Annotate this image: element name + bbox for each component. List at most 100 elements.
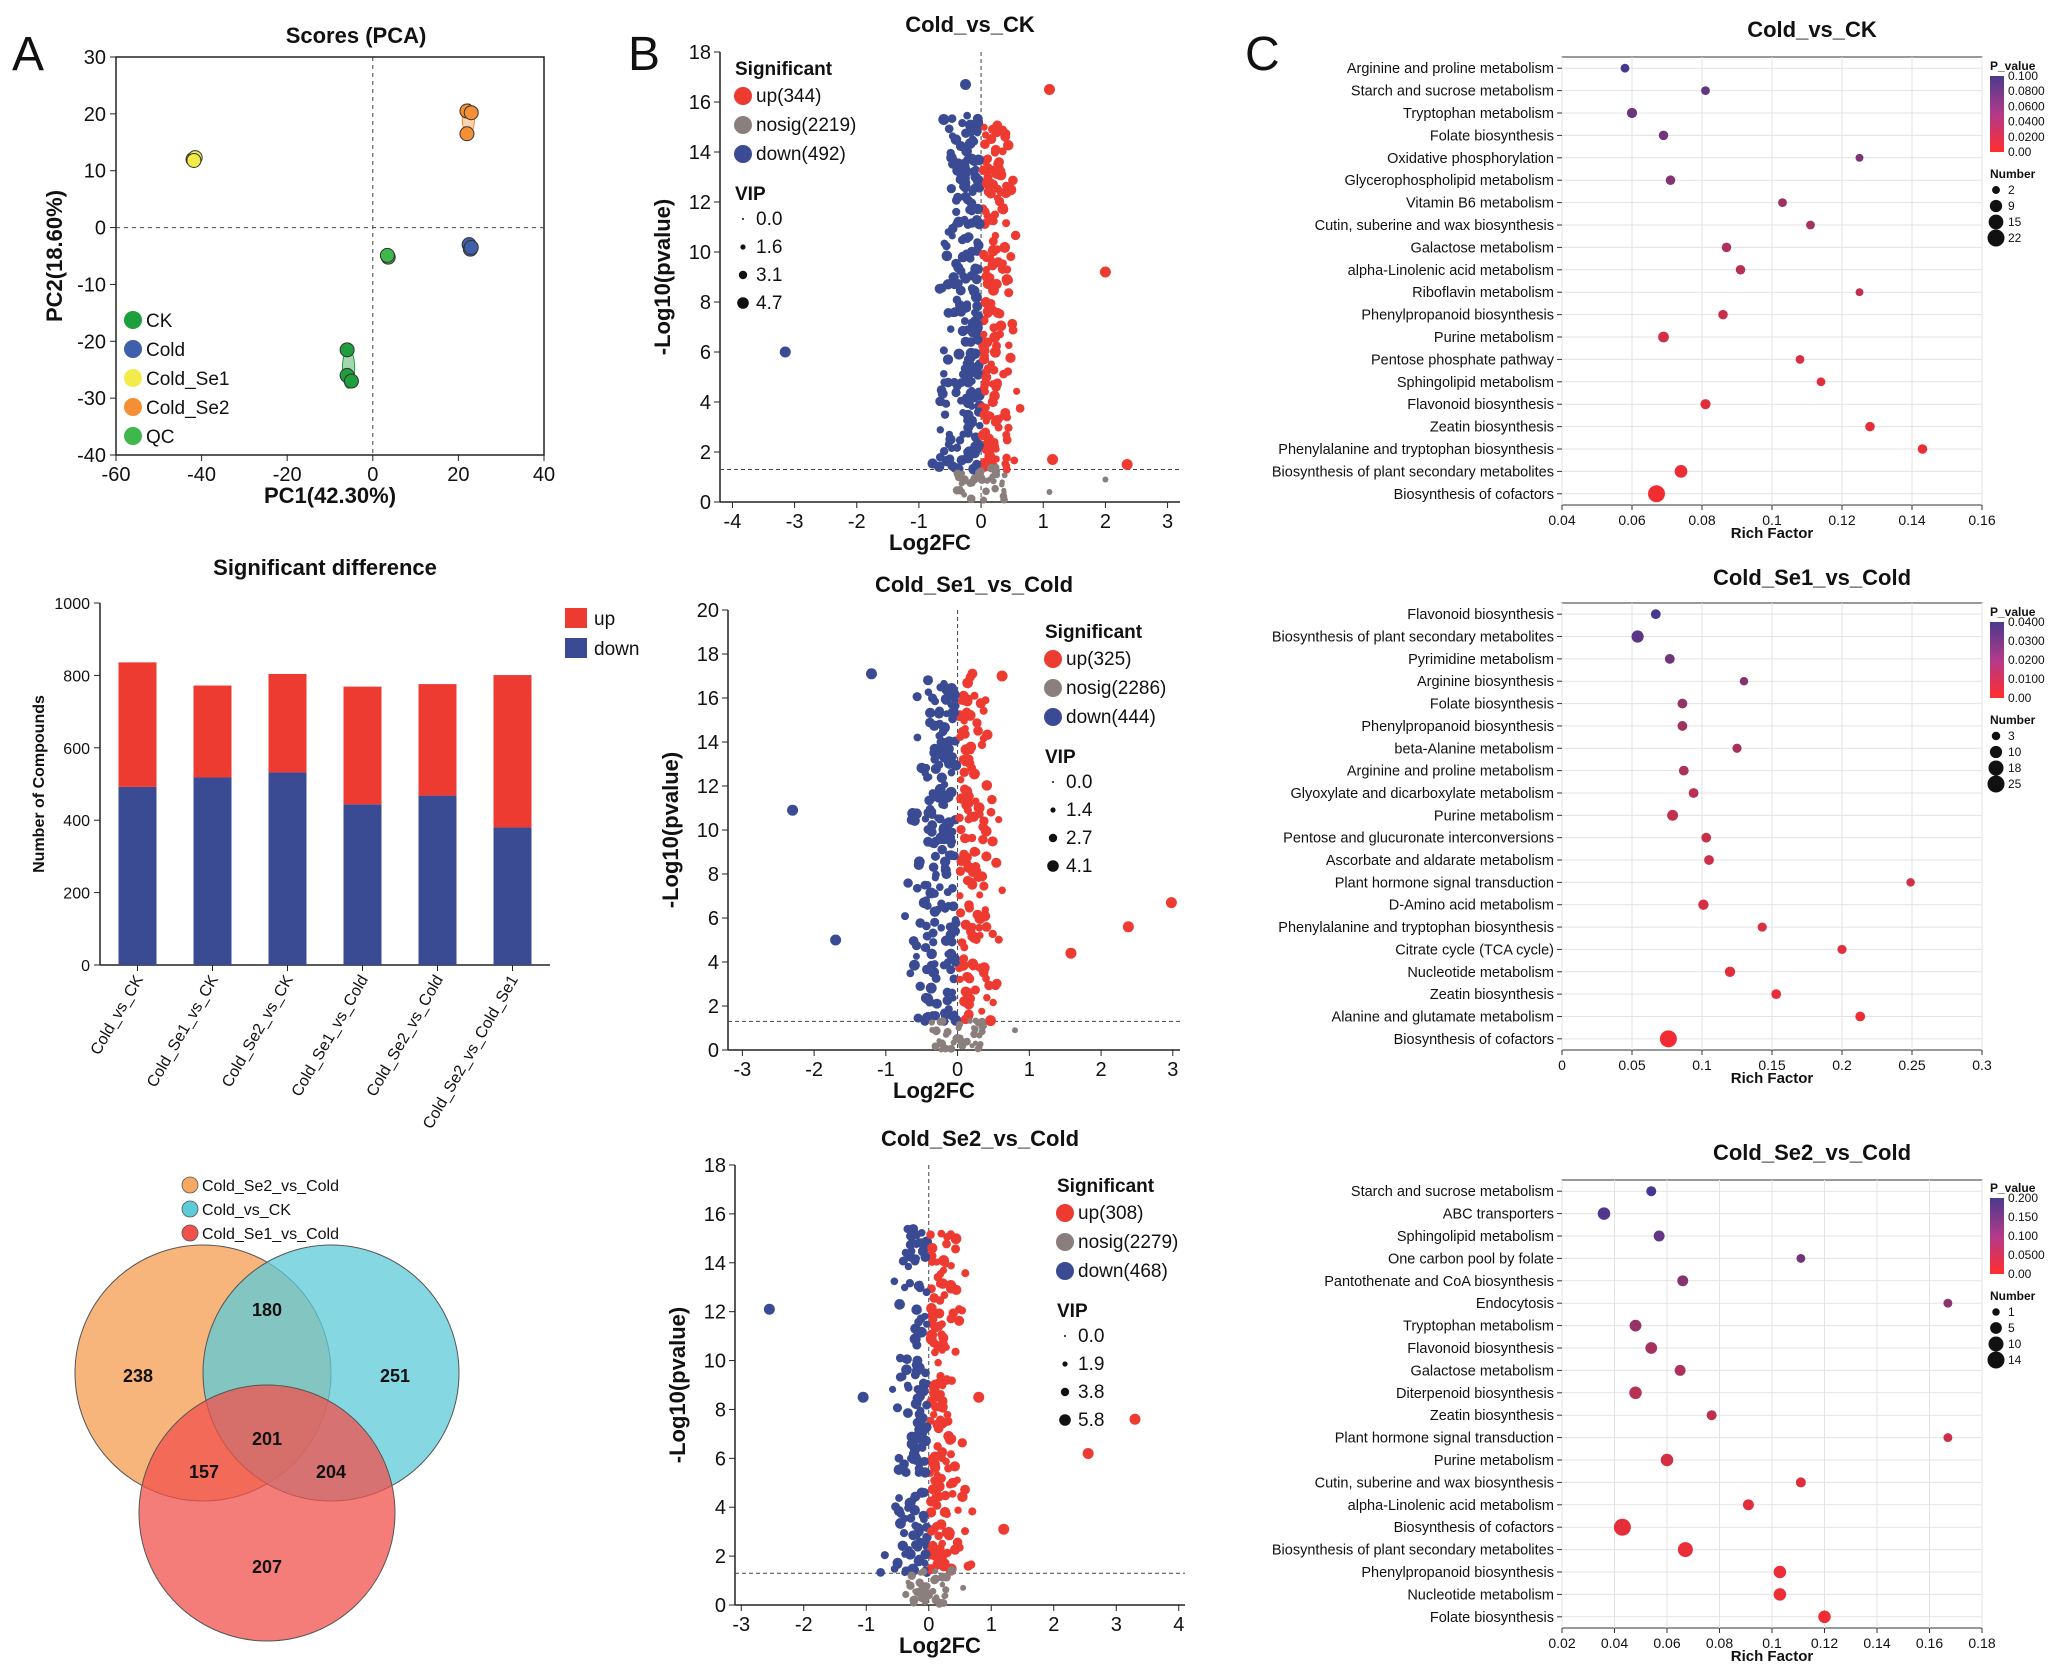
enrich-pathway-label: Biosynthesis of plant secondary metaboli… [1272,630,1554,646]
volcano-point-up [1010,456,1019,465]
volcano-point-down [925,887,937,899]
pca-legend-dot [124,340,142,358]
enrich-pvalue-colorbar [1990,1198,2004,1274]
volcano-point-up [956,824,966,835]
volcano-point-down [972,165,980,174]
enrich-dot [1855,288,1864,297]
volcano-point-down [923,880,932,890]
volcano-xtick-label: -1 [910,511,928,533]
volcano-point-nosig [969,1043,975,1049]
volcano-point-down [962,452,974,464]
enrich-pathway-label: Diterpenoid biosynthesis [1396,1386,1554,1402]
volcano-point-down [946,965,956,975]
enrich-xtick-label: 0.25 [1898,1057,1925,1073]
volcano-point-up [934,1358,942,1367]
volcano-point-up [991,341,1002,351]
volcano-point-down [912,1355,923,1366]
pca-xtick-label: -40 [187,464,216,486]
volcano-point-nosig [931,1042,940,1051]
volcano-point-up [997,125,1008,135]
volcano-point-up [978,1007,986,1015]
volcano-point-down [904,1497,916,1509]
enrich-pathway-label: Glyoxylate and dicarboxylate metabolism [1290,786,1554,802]
enrich-number-tick: 2 [2008,183,2015,197]
venn-legend-dot [181,1200,199,1218]
volcano-point-down [961,145,972,157]
enrich-dot [1855,1011,1866,1022]
volcano-point-down [946,148,955,158]
volcano-legend-dot [734,145,752,163]
volcano-point-down [955,436,965,445]
volcano-point-up [936,1390,945,1399]
volcano-point-up [926,1303,937,1314]
volcano-xtick-label: 0 [923,1614,934,1636]
volcano-vip-dot [1052,781,1054,783]
volcano-point-down [937,899,946,908]
volcano-point-down [925,773,933,781]
volcano-point-down [910,1256,920,1266]
volcano-point-down [940,410,950,419]
enrich-pathway-label: Phenylpropanoid biosynthesis [1361,308,1554,324]
enrich-pathway-label: Starch and sucrose metabolism [1351,1184,1554,1200]
volcano-point-down [939,346,948,355]
enrich-number-dot [1989,199,2003,213]
bar-down [118,786,157,965]
volcano-point-down [952,207,961,217]
volcano-point-down [944,124,954,134]
volcano-point-down [937,751,946,760]
volcano-point-down [763,1303,775,1315]
enrich-dot [1818,1610,1831,1624]
enrich-pvalue-tick: 0.100 [2008,1229,2038,1243]
volcano-point-down [968,386,976,395]
venn-circle-cold-se1-vs-cold [138,1384,396,1642]
volcano-point-down [925,982,937,994]
volcano-point-up [961,799,972,811]
volcano-ytick-label: 8 [715,1399,726,1421]
volcano-point-up [995,309,1005,319]
volcano-point-up [959,709,969,720]
volcano-point-up [1047,454,1059,465]
volcano-point-up [943,1232,952,1241]
volcano-point-up [947,1376,956,1385]
volcano-point-up [1082,1447,1094,1459]
enrich-dot [1646,1186,1657,1197]
bar-xtick-label: Cold_Se2_vs_CK [219,972,297,1090]
enrich-dot [1906,878,1915,887]
enrich-dot [1704,855,1714,865]
volcano-point-nosig [976,467,985,476]
pca-point-Cold_Se1 [186,152,202,168]
volcano-point-down [908,1530,919,1541]
volcano-point-down [913,1281,924,1291]
volcano-vip-dot [742,218,744,220]
enrich-pvalue-title: P_value [1990,605,2036,619]
bar-chart-significant-difference: Significant difference 0 200 400 600 800 1000 N… [31,555,639,1132]
volcano-ytick-label: 8 [708,864,719,886]
enrich-dot [1739,676,1749,686]
volcano-point-up [933,1442,942,1451]
volcano-point-down [779,346,791,358]
volcano-point-down [944,850,953,859]
enrich-pvalue-tick: 0.0500 [2008,1248,2045,1262]
volcano-legend-label: down(444) [1066,707,1156,728]
bar-down [493,827,532,965]
volcano-point-up [967,833,977,843]
volcano-point-down [935,452,945,462]
volcano-point-nosig [967,1018,973,1024]
volcano-point-down [901,1467,911,1478]
volcano-point-up [994,423,1003,432]
volcano-point-down [920,944,929,952]
pca-ytick-label: -30 [77,388,106,410]
enrich-pathway-label: Biosynthesis of plant secondary metaboli… [1272,1543,1554,1559]
volcano-point-up [935,1544,945,1553]
volcano-point-up [973,1391,985,1403]
volcano-point-up [987,360,995,368]
bar-ytick-label: 200 [63,886,90,903]
volcano-point-down [951,387,961,398]
volcano-point-down [961,304,970,313]
volcano-point-nosig [958,1041,967,1050]
enrich-pathway-label: beta-Alanine metabolism [1394,741,1554,757]
volcano-point-down [895,1494,903,1502]
bar-up [268,673,307,773]
volcano-point-up [934,1308,945,1319]
